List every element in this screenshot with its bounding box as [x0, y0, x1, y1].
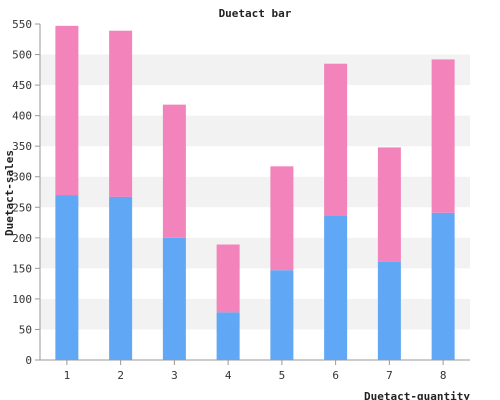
x-tick-label: 1	[64, 369, 71, 382]
bar	[431, 212, 455, 360]
y-axis-title: Duetact-sales	[3, 150, 16, 236]
bar	[55, 25, 79, 196]
grid-band	[40, 237, 470, 269]
bar	[324, 63, 348, 216]
bar-series	[55, 25, 455, 360]
y-tick-label: 0	[25, 354, 32, 367]
bar	[162, 104, 186, 238]
x-tick-label: 2	[117, 369, 124, 382]
y-tick-label: 550	[12, 18, 32, 31]
chart-title: Duetact bar	[219, 7, 292, 20]
y-tick-label: 150	[12, 262, 32, 275]
grid-band	[40, 54, 470, 86]
x-tick-label: 4	[225, 369, 232, 382]
bar	[270, 270, 294, 360]
bar	[55, 195, 79, 360]
bar	[377, 147, 401, 262]
bar	[431, 59, 455, 213]
y-tick-label: 50	[19, 323, 32, 336]
y-tick-label: 400	[12, 110, 32, 123]
y-tick-label: 100	[12, 293, 32, 306]
x-tick-label: 5	[279, 369, 286, 382]
grid-band	[40, 115, 470, 147]
grid-bands	[40, 54, 470, 330]
bar	[216, 312, 240, 360]
y-tick-label: 350	[12, 140, 32, 153]
bar	[162, 237, 186, 360]
y-tick-label: 200	[12, 232, 32, 245]
x-tick-label: 8	[440, 369, 447, 382]
x-tick-label: 7	[386, 369, 393, 382]
y-axis-ticks: 0 50 100 150 200 250 300 350 400 450 500 550	[12, 18, 40, 367]
bar	[377, 261, 401, 360]
grid-band	[40, 298, 470, 330]
bar	[109, 30, 133, 197]
y-tick-label: 250	[12, 201, 32, 214]
bar	[270, 166, 294, 271]
bar	[324, 215, 348, 360]
y-tick-label: 300	[12, 171, 32, 184]
y-tick-label: 450	[12, 79, 32, 92]
y-tick-label: 500	[12, 49, 32, 62]
x-axis-title: Duetact-quantity	[364, 390, 470, 400]
x-axis-ticks: 1 2 3 4 5 6 7 8	[64, 360, 447, 382]
bar	[109, 196, 133, 360]
grid-band	[40, 176, 470, 208]
x-tick-label: 3	[171, 369, 178, 382]
bar	[216, 244, 240, 313]
x-tick-label: 6	[332, 369, 339, 382]
